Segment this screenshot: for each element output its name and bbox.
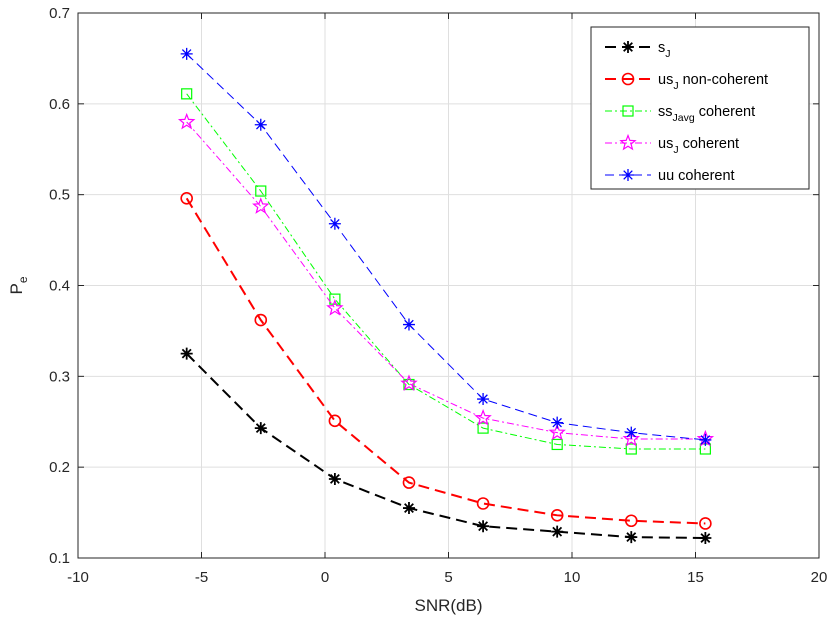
legend-label-base: us — [658, 136, 673, 152]
legend-label-subscript: Javg — [673, 112, 695, 124]
asterisk-marker — [402, 318, 415, 331]
legend-label: ssJavg coherent — [658, 104, 755, 124]
circle-marker — [180, 192, 193, 205]
legend-label-subscript: J — [673, 80, 678, 92]
y-tick-label: 0.2 — [49, 459, 70, 476]
square-marker — [625, 443, 637, 455]
star-marker — [177, 112, 196, 130]
circle-marker — [699, 517, 712, 530]
asterisk-marker — [180, 47, 193, 60]
y-tick-label: 0.3 — [49, 368, 70, 385]
legend-label: uu coherent — [658, 168, 735, 184]
x-tick-label: -10 — [67, 569, 89, 586]
legend-label-base: uu coherent — [658, 168, 735, 184]
series-group — [177, 47, 715, 545]
legend-label-subscript: J — [673, 144, 678, 156]
asterisk-marker — [622, 41, 634, 53]
series-s-j — [180, 347, 712, 545]
legend-entry: usJ non-coherent — [605, 72, 768, 92]
x-tick-label: 5 — [444, 569, 452, 586]
series-ss-javg-coherent — [181, 88, 711, 455]
series-us-j-non-coherent — [180, 192, 712, 530]
y-tick-label: 0.5 — [49, 187, 70, 204]
series-line — [186, 53, 706, 441]
star-marker — [619, 133, 637, 151]
star-marker — [326, 299, 344, 316]
series-uu-coherent — [180, 47, 712, 446]
legend-label-rest: coherent — [695, 104, 755, 120]
square-marker — [181, 88, 193, 100]
y-tick-label: 0.7 — [49, 5, 70, 22]
asterisk-marker — [328, 217, 341, 230]
star-marker — [548, 423, 566, 441]
square-marker — [403, 378, 415, 391]
series-line — [186, 93, 706, 450]
legend-entry: ssJavg coherent — [605, 104, 755, 124]
asterisk-marker — [180, 347, 193, 360]
asterisk-marker — [477, 393, 490, 406]
square-marker — [477, 422, 489, 434]
square-marker — [551, 438, 563, 451]
x-tick-label: -5 — [195, 569, 208, 586]
circle-marker — [624, 514, 638, 528]
y-tick-label: 0.1 — [49, 550, 70, 567]
star-marker — [400, 374, 418, 392]
legend-box — [590, 26, 810, 190]
y-tick-label: 0.4 — [49, 278, 70, 295]
y-axis-label: Pe — [7, 276, 30, 294]
axis-ticks: -10 -5 0 5 10 15 20 0.1 0.2 0.3 0.4 0.5 0.6 0.7 — [49, 5, 827, 586]
legend-entry: uu coherent — [605, 168, 735, 184]
legend-label: usJ coherent — [658, 136, 739, 156]
x-tick-label: 0 — [321, 569, 329, 586]
x-tick-label: 15 — [687, 569, 704, 586]
legend-label-subscript: J — [665, 48, 670, 60]
legend-entry: sJ — [605, 40, 671, 60]
legend-label-rest: non-coherent — [679, 72, 768, 88]
asterisk-marker — [254, 118, 267, 131]
asterisk-marker — [551, 525, 564, 538]
circle-marker — [328, 414, 342, 428]
x-tick-label: 20 — [811, 569, 828, 586]
y-axis-label-base: P — [7, 283, 26, 294]
asterisk-marker — [699, 532, 712, 545]
legend-label: sJ — [658, 40, 671, 60]
series-us-j-coherent — [177, 112, 715, 447]
legend-label-rest: coherent — [679, 136, 739, 152]
legend-label: usJ non-coherent — [658, 72, 768, 92]
star-marker — [252, 197, 270, 214]
y-tick-label: 0.6 — [49, 96, 70, 113]
circle-marker — [550, 509, 564, 522]
asterisk-marker — [625, 426, 638, 439]
series-line — [185, 197, 706, 525]
legend-entry: usJ coherent — [605, 133, 739, 156]
circle-marker — [402, 476, 416, 489]
asterisk-marker — [625, 531, 638, 544]
asterisk-marker — [699, 433, 712, 446]
square-marker — [329, 293, 341, 305]
legend-label-base: us — [658, 72, 673, 88]
star-marker — [474, 408, 492, 426]
asterisk-marker — [328, 472, 341, 485]
star-marker — [622, 429, 641, 447]
x-tick-label: 10 — [564, 569, 581, 586]
legend-label-base: ss — [658, 104, 673, 120]
series-line — [185, 352, 706, 540]
square-marker — [622, 105, 634, 117]
circle-marker — [254, 313, 268, 327]
circle-marker — [476, 497, 490, 510]
y-axis-label-subscript: e — [16, 276, 30, 283]
asterisk-marker — [402, 502, 415, 515]
square-marker — [255, 185, 267, 197]
asterisk-marker — [551, 416, 564, 429]
x-axis-label: SNR(dB) — [414, 596, 482, 615]
asterisk-marker — [622, 169, 634, 181]
asterisk-marker — [477, 520, 490, 533]
legend-label-base: s — [658, 40, 665, 56]
circle-marker — [621, 72, 635, 86]
asterisk-marker — [254, 422, 267, 435]
